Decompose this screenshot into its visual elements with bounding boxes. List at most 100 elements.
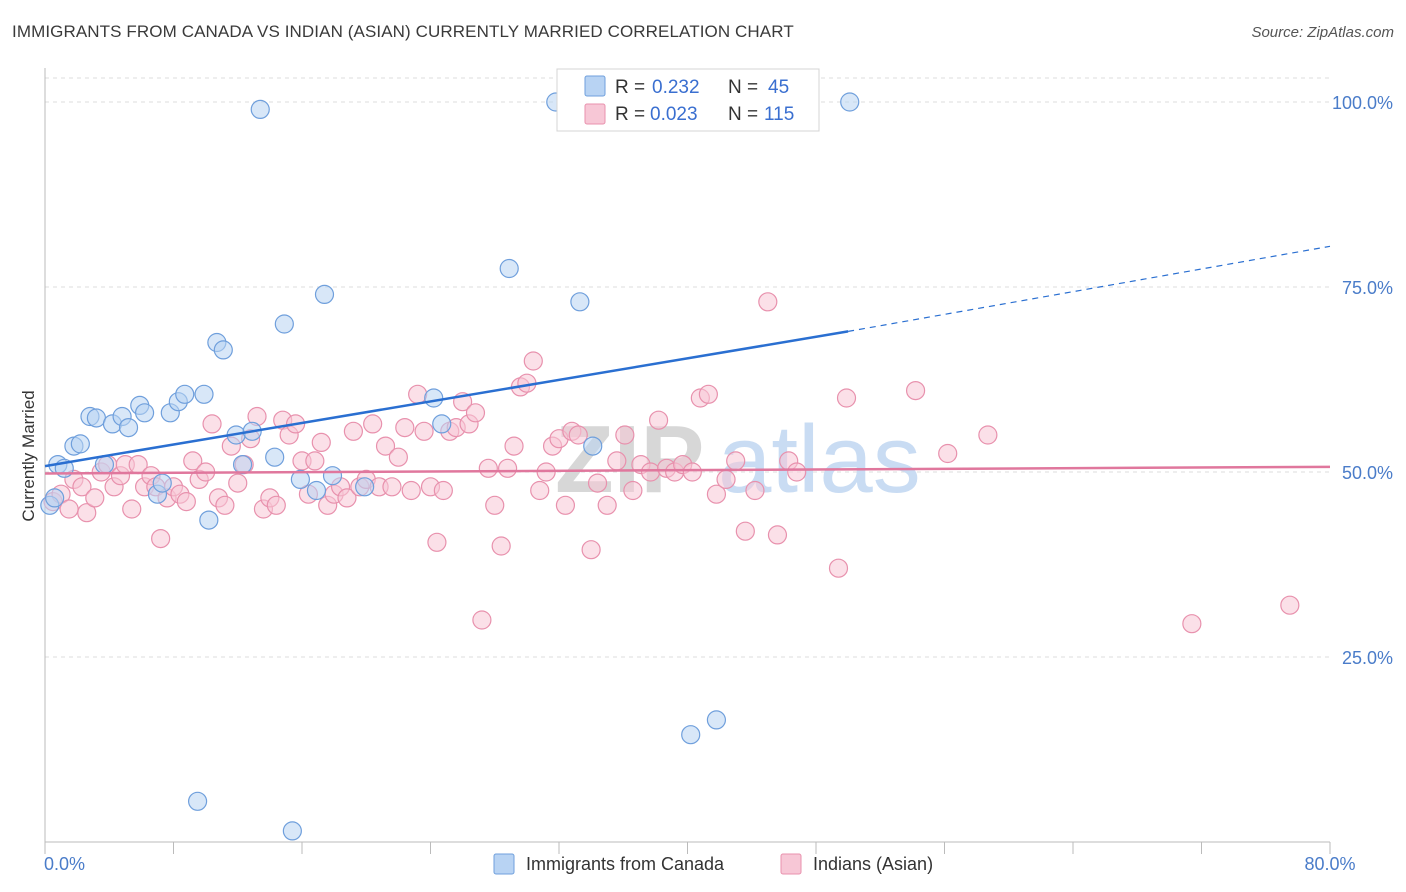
canada-point-24 (232, 455, 253, 475)
trend-lines (44, 245, 1331, 475)
indians-asian-point-100 (726, 451, 746, 471)
canada-point-15 (152, 473, 172, 493)
bottom-legend-swatch-indians (780, 853, 802, 875)
canada-point-45 (187, 791, 208, 811)
legend-r-value-indians: 0.023 (650, 104, 698, 125)
indians-asian-point-6 (85, 488, 105, 508)
legend-swatch-indians (584, 103, 606, 125)
indians-asian-point-54 (388, 447, 408, 467)
indians-asian-point-103 (758, 292, 778, 312)
indians-asian-point-83 (581, 540, 601, 560)
y-tick-label-2: 75.0% (1342, 278, 1393, 298)
indians-asian-point-98 (706, 484, 727, 504)
x-tick-label-max: 80.0% (1304, 854, 1355, 874)
canada-point-31 (306, 480, 327, 501)
indians-asian-point-109 (905, 381, 926, 401)
canada-point-27 (265, 447, 285, 467)
canada-point-32 (314, 284, 335, 304)
indians-asian-point-110 (938, 443, 958, 464)
trend-line-canada-extension (848, 245, 1331, 332)
canada-point-11 (118, 418, 139, 438)
canada-point-30 (290, 469, 310, 489)
canada-point-18 (175, 384, 195, 404)
indians-asian-point-82 (568, 425, 588, 445)
canada-point-39 (570, 292, 590, 312)
trend-line-canada (44, 330, 849, 468)
canada-point-28 (274, 314, 294, 334)
indians-asian-point-17 (151, 528, 171, 549)
indians-asian-point-75 (523, 351, 543, 371)
indians-asian-point-107 (828, 558, 849, 578)
canada-point-13 (134, 403, 155, 423)
bottom-legend-label-indians: Indians (Asian) (813, 854, 933, 874)
chart-source: Source: ZipAtlas.com (1251, 24, 1394, 41)
legend-r-value-canada: 0.232 (652, 77, 700, 98)
canada-point-1 (45, 488, 65, 508)
y-tick-label-0: 25.0% (1342, 648, 1393, 668)
y-tick-label-1: 50.0% (1342, 463, 1393, 483)
indians-asian-point-70 (491, 536, 511, 556)
indians-asian-point-58 (414, 421, 434, 441)
indians-asian-point-87 (615, 425, 635, 445)
y-tick-labels: 25.0% 50.0% 75.0% 100.0% (1332, 93, 1393, 668)
indians-asian-point-90 (640, 462, 661, 482)
indians-asian-point-72 (504, 436, 524, 456)
indians-asian-point-91 (648, 410, 669, 430)
indians-asian-point-52 (375, 436, 396, 456)
indians-asian-point-88 (623, 480, 643, 501)
canada-point-37 (499, 258, 519, 279)
indians-asian-point-102 (745, 480, 765, 501)
legend-n-value-indians: 115 (764, 104, 794, 125)
legend-n-label-canada: N = (728, 77, 758, 98)
indians-asian-point-27 (215, 495, 235, 515)
chart-title: IMMIGRANTS FROM CANADA VS INDIAN (ASIAN)… (12, 22, 794, 41)
indians-asian-point-47 (343, 421, 363, 441)
indians-asian-point-95 (682, 462, 702, 482)
indians-asian-point-86 (607, 451, 627, 471)
indians-asian-point-35 (266, 495, 286, 515)
grid-lines (45, 77, 1330, 658)
canada-point-40 (583, 436, 603, 456)
indians-asian-point-66 (465, 403, 486, 423)
indians-asian-point-108 (836, 388, 857, 408)
indians-asian-point-21 (176, 492, 196, 512)
indians-asian-point-113 (1280, 595, 1300, 615)
y-axis-label: Currently Married (19, 390, 38, 521)
canada-point-29 (282, 821, 302, 841)
canada-point-41 (681, 725, 701, 745)
indians-asian-point-69 (485, 495, 505, 515)
indians-asian-point-106 (787, 462, 807, 482)
legend-r-label-indians: R = (615, 104, 645, 125)
series-indians-asian-points (43, 292, 1300, 634)
indians-asian-point-42 (311, 432, 331, 452)
indians-asian-point-56 (401, 480, 421, 501)
indians-asian-point-5 (77, 503, 97, 523)
canada-point-34 (355, 477, 375, 497)
canada-point-26 (250, 99, 270, 120)
bottom-legend-label-canada: Immigrants from Canada (526, 854, 725, 874)
bottom-legend-swatch-canada (493, 853, 515, 875)
indians-asian-point-80 (555, 495, 576, 515)
indians-asian-point-55 (395, 418, 415, 438)
legend-n-label-indians: N = (728, 104, 758, 125)
indians-asian-point-84 (587, 473, 608, 493)
indians-asian-point-50 (363, 414, 383, 434)
canada-point-20 (199, 510, 219, 530)
indians-asian-point-53 (382, 477, 402, 497)
canada-point-36 (432, 414, 452, 434)
indians-asian-point-12 (122, 499, 142, 519)
indians-asian-point-22 (183, 451, 203, 471)
indians-asian-point-101 (735, 521, 755, 541)
indians-asian-point-104 (767, 525, 788, 545)
indians-asian-point-61 (433, 480, 453, 501)
legend-r-label-canada: R = (615, 77, 645, 98)
bottom-legend: Immigrants from Canada Indians (Asian) (493, 853, 933, 875)
indians-asian-point-97 (698, 384, 718, 404)
indians-asian-point-85 (597, 495, 617, 515)
legend-n-value-canada: 45 (768, 77, 789, 98)
indians-asian-point-76 (530, 480, 550, 501)
indians-asian-point-111 (978, 425, 998, 445)
x-tick-label-min: 0.0% (44, 854, 85, 874)
canada-point-19 (194, 384, 214, 404)
